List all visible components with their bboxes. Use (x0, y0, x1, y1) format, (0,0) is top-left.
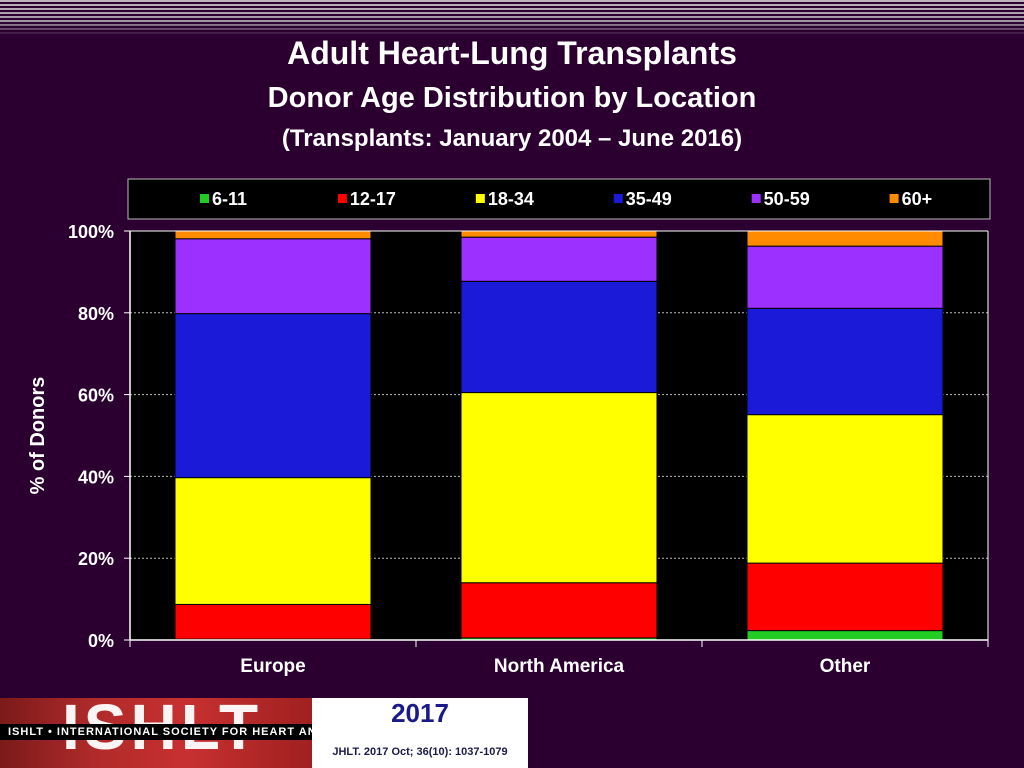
chart-title: Adult Heart-Lung Transplants (287, 35, 737, 71)
legend-label-6-11: 6-11 (212, 189, 247, 209)
x-tick-label: Europe (240, 656, 305, 677)
legend-label-12-17: 12-17 (350, 189, 396, 209)
bar-segment-12-17-other (746, 562, 944, 632)
bar-segment-18-34-other (746, 414, 944, 564)
bar-segment-12-17-north-america (460, 582, 658, 639)
bar-segment-35-49-other (746, 307, 944, 416)
bar-segment-18-34-north-america (460, 392, 658, 584)
y-tick-label: 80% (78, 304, 114, 324)
x-tick-label: North America (494, 656, 625, 677)
legend-swatch-6-11 (200, 194, 209, 203)
bar-segment-35-49-north-america (460, 280, 658, 394)
legend-label-50-59: 50-59 (764, 189, 810, 209)
bar-segment-50-59-north-america (460, 236, 658, 282)
y-tick-label: 100% (68, 222, 114, 242)
legend-label-18-34: 18-34 (488, 189, 534, 209)
report-year: 2017 (391, 698, 449, 728)
legend-swatch-50-59 (751, 194, 761, 203)
x-tick-label: Other (820, 656, 871, 677)
legend-swatch-35-49 (613, 194, 623, 203)
chart-subtitle-dates: (Transplants: January 2004 – June 2016) (281, 125, 743, 152)
bar-segment-12-17-europe (174, 603, 372, 640)
y-tick-label: 40% (78, 467, 114, 487)
bar-segment-60+-other (746, 230, 944, 247)
bar-segment-50-59-europe (174, 238, 372, 315)
legend-label-60+: 60+ (902, 189, 933, 209)
y-tick-label: 0% (88, 631, 114, 651)
bar-segment-60+-europe (174, 230, 372, 240)
y-axis-label: % of Donors (27, 377, 49, 495)
chart-subtitle: Donor Age Distribution by Location (267, 82, 757, 114)
bar-segment-6-11-other (746, 630, 944, 641)
legend-swatch-18-34 (475, 194, 485, 203)
stacked-bar-chart: 6-11 12-17 18-34 35-49 50-59 60+ 0% 20% 40% 60% 80… (27, 178, 991, 677)
bar-segment-50-59-other (746, 245, 944, 309)
title-block: Adult Heart-Lung Transplants Donor Age D… (0, 30, 1024, 158)
bar-segment-18-34-europe (174, 477, 372, 605)
citation-box: 2017 JHLT. 2017 Oct; 36(10): 1037-1079 (312, 698, 528, 768)
citation-text: JHLT. 2017 Oct; 36(10): 1037-1079 (332, 746, 508, 758)
bar-segment-60+-north-america (460, 230, 658, 238)
legend-label-35-49: 35-49 (626, 189, 672, 209)
legend-swatch-12-17 (337, 194, 347, 203)
bar-segment-35-49-europe (174, 313, 372, 479)
y-tick-label: 20% (78, 549, 114, 569)
legend-box (127, 178, 991, 220)
legend-swatch-60+ (889, 194, 899, 203)
y-tick-label: 60% (78, 386, 114, 406)
header-stripe (0, 0, 1024, 36)
